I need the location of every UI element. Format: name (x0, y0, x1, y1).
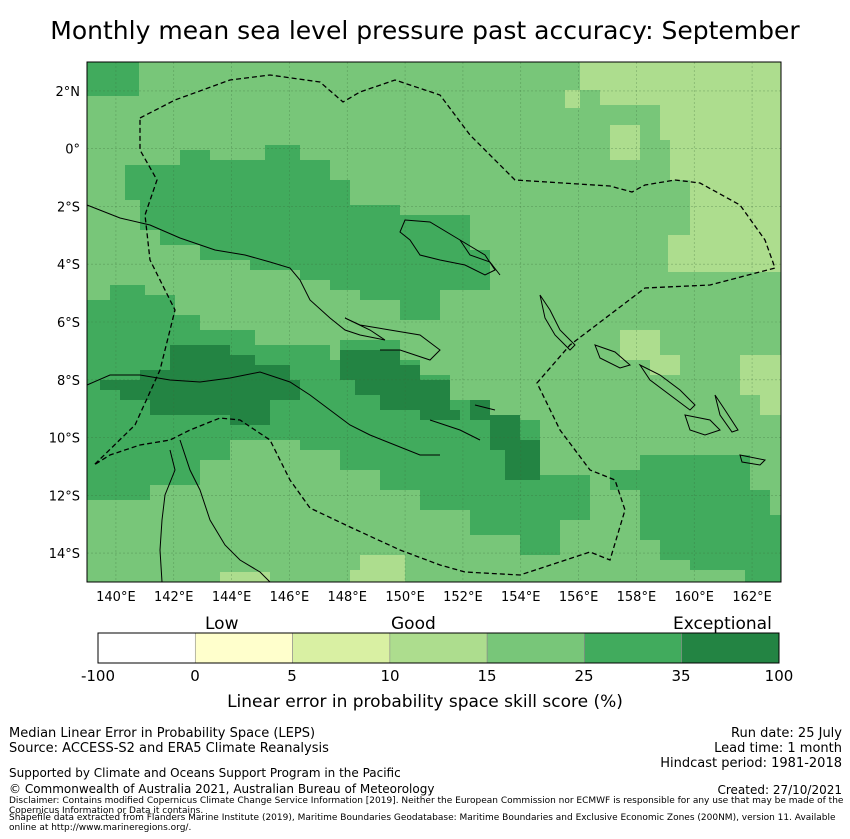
y-tick-label: 2°S (57, 200, 80, 215)
field-patch-nw (87, 62, 139, 96)
map-frame (86, 61, 782, 583)
x-axis-ticks: 140°E 142°E 144°E 146°E 148°E 150°E 152°E 154°E… (96, 590, 772, 605)
coast-dentrecasteaux (474, 404, 496, 411)
x-tick-label: 154°E (501, 590, 541, 605)
field-patch-sw-light (220, 572, 270, 582)
field-patch-se (610, 455, 781, 582)
colorbar (97, 632, 780, 664)
x-tick-label: 160°E (674, 590, 714, 605)
y-tick-label: 2°N (56, 85, 81, 100)
shapefile-credit: Shapefile data extracted from Flanders M… (9, 813, 836, 833)
coastlines (86, 204, 767, 583)
colorbar-frame (97, 632, 780, 664)
x-tick-label: 148°E (327, 590, 367, 605)
category-good: Good (391, 614, 436, 634)
colorbar-tick: 35 (671, 667, 691, 685)
y-tick-label: 12°S (49, 489, 80, 504)
coast-solomons-4 (714, 394, 739, 433)
chart-title: Monthly mean sea level pressure past acc… (50, 16, 800, 45)
y-tick-label: 6°S (57, 316, 80, 331)
coast-new-ireland (459, 239, 501, 276)
skill-field (87, 62, 781, 582)
colorbar-tick: 15 (477, 667, 497, 685)
footer-support: Supported by Climate and Oceans Support … (9, 766, 401, 780)
field-patch-darkest-1 (100, 345, 300, 425)
x-tick-label: 142°E (154, 590, 194, 605)
coast-solomons-1 (594, 344, 632, 369)
y-tick-label: 0° (65, 143, 80, 158)
colorbar-tick: 0 (190, 667, 200, 685)
coast-cape-york-east (179, 439, 271, 583)
colorbar-swatch (584, 632, 683, 664)
x-tick-label: 146°E (270, 590, 310, 605)
coast-cape-york (159, 449, 176, 583)
coast-new-guinea-south (86, 371, 440, 456)
colorbar-tick: -100 (80, 667, 116, 685)
y-tick-label: 4°S (57, 258, 80, 273)
colorbar-tick: 100 (764, 667, 794, 685)
map-gridlines (87, 62, 781, 582)
x-tick-label: 158°E (617, 590, 657, 605)
disclaimer: Disclaimer: Contains modified Copernicus… (9, 796, 844, 816)
x-tick-label: 150°E (385, 590, 425, 605)
created-date: Created: 27/10/2021 (717, 783, 842, 797)
coast-louisiades (429, 419, 481, 441)
coast-makira (739, 454, 767, 466)
field-patch-central (125, 145, 490, 320)
lead-time: Lead time: 1 month (714, 741, 842, 756)
category-exceptional: Exceptional (673, 614, 772, 634)
eez-boundary (93, 74, 776, 576)
colorbar-swatch (194, 632, 293, 664)
field-patch-ne-light (565, 62, 781, 272)
y-axis-ticks: 2°N 0° 2°S 4°S 6°S 8°S 10°S 12°S 14°S (49, 85, 80, 562)
footer-method: Median Linear Error in Probability Space… (9, 726, 316, 741)
field-patch-east-light (620, 330, 680, 375)
y-tick-label: 8°S (57, 374, 80, 389)
colorbar-swatch (486, 632, 585, 664)
hindcast-period: Hindcast period: 1981-2018 (660, 756, 842, 771)
colorbar-swatch (389, 632, 488, 664)
x-tick-label: 156°E (559, 590, 599, 605)
colorbar-label: Linear error in probability space skill … (227, 692, 623, 712)
field-patch-east-light2 (740, 355, 781, 415)
colorbar-tick: 25 (574, 667, 594, 685)
colorbar-swatch (97, 632, 196, 664)
coast-png-east (344, 317, 441, 361)
y-tick-label: 14°S (49, 547, 80, 562)
x-tick-label: 152°E (443, 590, 483, 605)
coast-bougainville (539, 294, 576, 351)
eez-png (93, 74, 776, 576)
colorbar-tick: 5 (287, 667, 297, 685)
colorbar-swatch (681, 632, 780, 664)
field-patch-ne-light2 (610, 125, 640, 160)
colorbar-swatch (292, 632, 391, 664)
field-patch-darkest-2 (340, 350, 460, 420)
run-date: Run date: 25 July (731, 726, 842, 741)
x-tick-label: 162°E (732, 590, 772, 605)
category-low: Low (205, 614, 239, 634)
footer-copyright: © Commonwealth of Australia 2021, Austra… (9, 782, 435, 796)
footer-source: Source: ACCESS-S2 and ERA5 Climate Reana… (9, 741, 329, 756)
coast-new-guinea-north (86, 204, 386, 341)
colorbar-tick: 10 (380, 667, 400, 685)
coast-new-britain (399, 219, 496, 276)
x-tick-label: 140°E (96, 590, 136, 605)
coast-solomons-3 (684, 414, 721, 436)
field-patch-darkest-3 (470, 400, 540, 480)
field-patch-south-light (350, 555, 405, 582)
x-tick-label: 144°E (212, 590, 252, 605)
y-tick-label: 10°S (49, 432, 80, 447)
coast-solomons-2 (638, 363, 696, 411)
